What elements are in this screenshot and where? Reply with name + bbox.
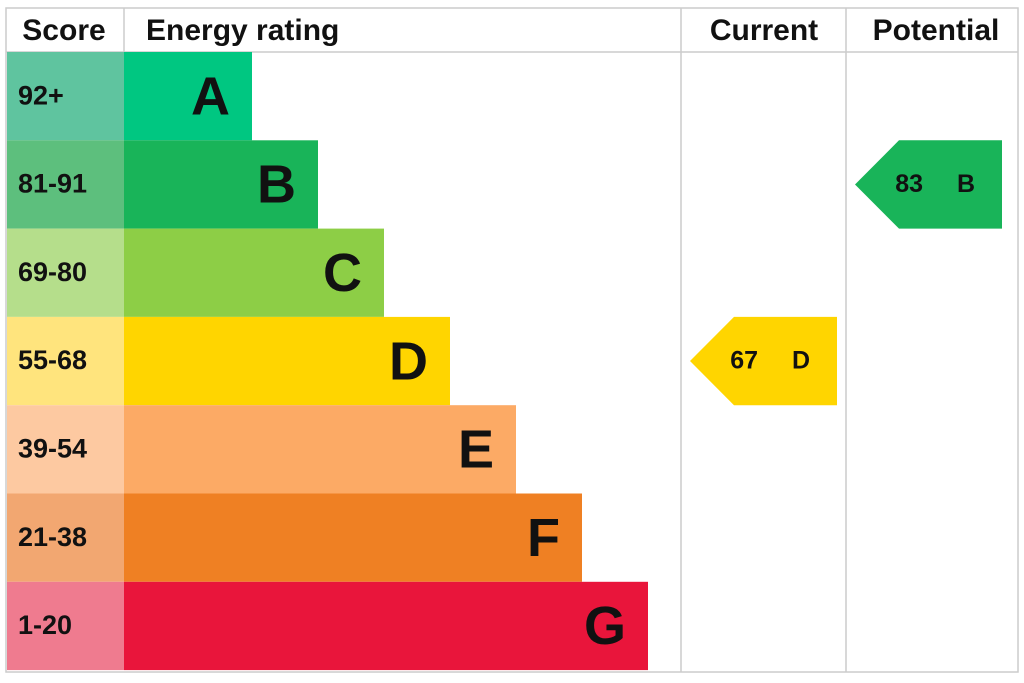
score-label: 21-38 xyxy=(18,522,87,552)
band-letter: F xyxy=(527,508,560,568)
rating-bar xyxy=(124,316,450,406)
score-label: 39-54 xyxy=(18,433,87,463)
score-cell xyxy=(7,52,124,141)
header-rating: Energy rating xyxy=(146,14,339,47)
score-cell xyxy=(7,405,124,494)
score-label: 1-20 xyxy=(18,610,72,640)
current-arrow xyxy=(690,316,837,406)
band-letter: C xyxy=(323,243,362,303)
score-label: 81-91 xyxy=(18,169,87,199)
band-letter: E xyxy=(458,420,494,480)
score-cell xyxy=(7,316,124,406)
rating-bar xyxy=(124,493,582,582)
score-label: 55-68 xyxy=(18,345,87,375)
current-letter: D xyxy=(792,347,810,375)
potential-letter: B xyxy=(957,170,975,198)
current-value: 67 xyxy=(730,347,758,375)
score-label: 92+ xyxy=(18,80,64,110)
score-cell xyxy=(7,140,124,229)
potential-arrow xyxy=(855,140,1002,229)
score-cell xyxy=(7,493,124,582)
rating-bar xyxy=(124,405,516,494)
score-label: 69-80 xyxy=(18,257,87,287)
rating-bar xyxy=(124,228,384,317)
score-cell xyxy=(7,581,124,671)
header-potential: Potential xyxy=(873,14,1000,47)
score-cell xyxy=(7,228,124,317)
rating-bar xyxy=(124,140,318,229)
rating-bar xyxy=(124,52,252,141)
band-letter: A xyxy=(191,66,230,126)
band-letter: B xyxy=(257,155,296,215)
band-letter: D xyxy=(389,331,428,391)
header-score: Score xyxy=(22,14,105,47)
rating-bar xyxy=(124,581,648,671)
header-current: Current xyxy=(710,14,818,47)
potential-value: 83 xyxy=(895,170,923,198)
band-letter: G xyxy=(584,596,626,656)
